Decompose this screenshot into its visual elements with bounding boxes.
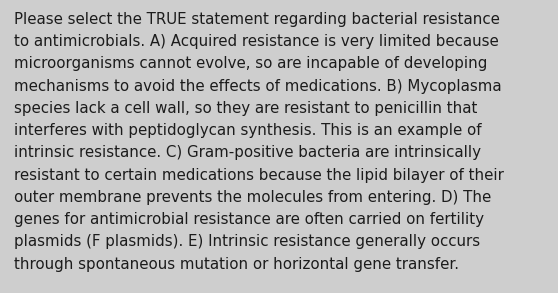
Text: plasmids (F plasmids). E) Intrinsic resistance generally occurs: plasmids (F plasmids). E) Intrinsic resi… <box>14 234 480 249</box>
Text: outer membrane prevents the molecules from entering. D) The: outer membrane prevents the molecules fr… <box>14 190 491 205</box>
Text: to antimicrobials. A) Acquired resistance is very limited because: to antimicrobials. A) Acquired resistanc… <box>14 34 499 49</box>
Text: Please select the TRUE statement regarding bacterial resistance: Please select the TRUE statement regardi… <box>14 12 500 27</box>
Text: genes for antimicrobial resistance are often carried on fertility: genes for antimicrobial resistance are o… <box>14 212 484 227</box>
Text: mechanisms to avoid the effects of medications. B) Mycoplasma: mechanisms to avoid the effects of medic… <box>14 79 502 93</box>
Text: intrinsic resistance. C) Gram-positive bacteria are intrinsically: intrinsic resistance. C) Gram-positive b… <box>14 145 481 160</box>
Text: species lack a cell wall, so they are resistant to penicillin that: species lack a cell wall, so they are re… <box>14 101 477 116</box>
Text: resistant to certain medications because the lipid bilayer of their: resistant to certain medications because… <box>14 168 504 183</box>
Text: through spontaneous mutation or horizontal gene transfer.: through spontaneous mutation or horizont… <box>14 257 459 272</box>
Text: microorganisms cannot evolve, so are incapable of developing: microorganisms cannot evolve, so are inc… <box>14 56 487 71</box>
Text: interferes with peptidoglycan synthesis. This is an example of: interferes with peptidoglycan synthesis.… <box>14 123 482 138</box>
